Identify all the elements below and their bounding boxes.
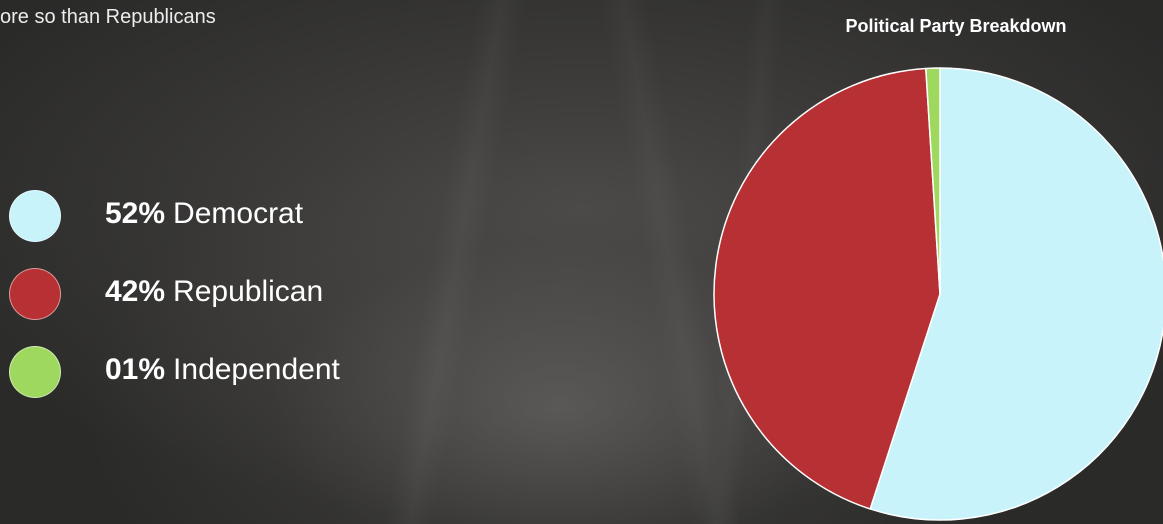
legend-item-independent: 01% Independent [9, 346, 340, 424]
pie-slice-democrat [869, 67, 1163, 521]
pie-slice-independent [925, 67, 941, 295]
legend-percent-independent: 01% [105, 353, 166, 386]
legend-name-independent: Independent [173, 353, 340, 386]
subtitle-text: ore so than Republicans [0, 6, 216, 28]
legend-item-republican: 42% Republican [9, 268, 340, 346]
legend-percent-republican: 42% [105, 275, 166, 308]
legend-swatch-democrat [9, 190, 61, 242]
pie-slice-republican [713, 67, 941, 510]
legend: 52% Democrat 42% Republican 01% Independent [9, 190, 340, 424]
legend-percent-democrat: 52% [105, 197, 166, 230]
legend-label-democrat: 52% Democrat [105, 197, 303, 231]
legend-name-democrat: Democrat [173, 197, 304, 230]
legend-label-independent: 01% Independent [105, 353, 340, 387]
chart-title: Political Party Breakdown [845, 16, 1067, 36]
legend-swatch-republican [9, 268, 61, 320]
legend-label-republican: 42% Republican [105, 275, 323, 309]
legend-swatch-independent [9, 346, 61, 398]
legend-name-republican: Republican [173, 275, 324, 308]
legend-item-democrat: 52% Democrat [9, 190, 340, 268]
